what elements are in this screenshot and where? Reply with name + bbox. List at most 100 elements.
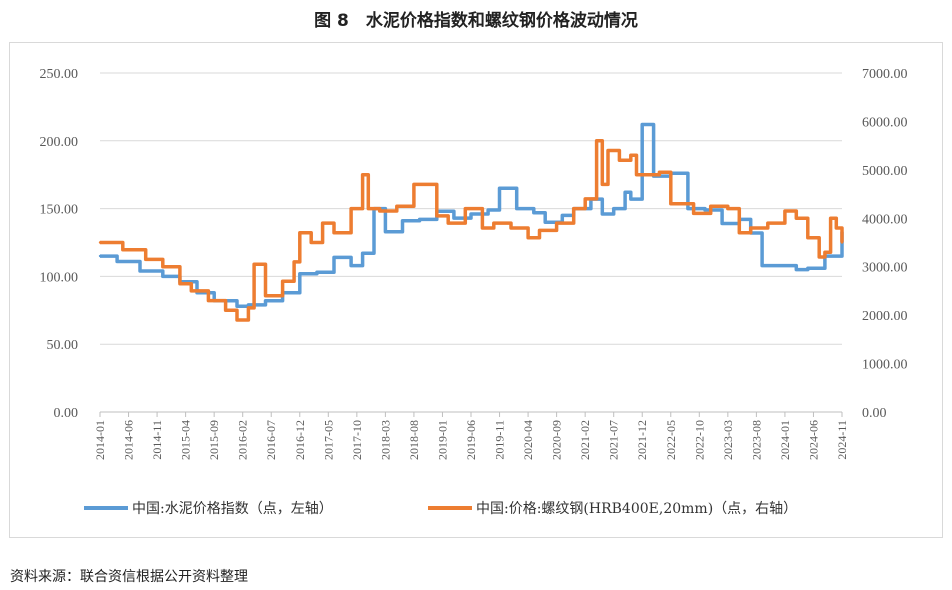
x-axis-tick-label: 2021-02 — [578, 420, 592, 460]
x-axis-tick-label: 2023-08 — [749, 420, 763, 460]
data-point — [115, 260, 119, 263]
data-point — [264, 294, 267, 297]
data-point — [349, 207, 353, 210]
data-point — [469, 212, 473, 216]
legend: 中国:水泥价格指数（点，左轴） 中国:价格:螺纹钢(HRB400E,20mm)（… — [84, 501, 797, 517]
left-axis-tick-label: 100.00 — [40, 270, 79, 285]
data-point — [806, 236, 809, 239]
data-point — [726, 207, 730, 210]
data-point — [601, 183, 604, 186]
x-axis-tick-label: 2021-07 — [607, 420, 621, 460]
data-point — [349, 264, 353, 267]
data-point — [378, 209, 381, 213]
x-axis-tick-label: 2019-06 — [464, 420, 478, 460]
data-point — [829, 217, 832, 220]
data-point — [606, 149, 610, 152]
data-point — [464, 207, 467, 210]
series-line-steel — [100, 139, 844, 322]
right-axis-tick-label: 6000.00 — [862, 115, 908, 130]
x-axis-tick-label: 2017-05 — [321, 420, 335, 460]
data-point — [138, 269, 142, 273]
data-point — [247, 303, 250, 307]
data-point — [384, 230, 387, 233]
data-point — [281, 280, 284, 283]
data-point — [823, 250, 827, 254]
data-point — [424, 183, 427, 186]
legend-label-cement: 中国:水泥价格指数（点，左轴） — [132, 501, 333, 517]
data-point — [161, 275, 164, 278]
data-point — [629, 197, 633, 201]
chart-title: 图 8 水泥价格指数和螺纹钢价格波动情况 — [314, 11, 638, 31]
x-axis-tick-label: 2024-01 — [778, 420, 792, 460]
right-axis-tick-label: 1000.00 — [862, 358, 908, 373]
data-point — [247, 306, 250, 310]
data-point — [623, 191, 627, 194]
data-point — [635, 173, 638, 176]
data-point — [612, 207, 615, 210]
x-axis-tick-label: 2014-06 — [122, 420, 136, 460]
data-point — [435, 214, 438, 218]
x-axis-tick-label: 2016-07 — [264, 420, 278, 460]
x-axis-tick-label: 2022-10 — [692, 420, 706, 460]
source-note: 资料来源：联合资信根据公开资料整理 — [10, 569, 248, 585]
x-axis-tick-label: 2019-11 — [493, 420, 507, 460]
x-axis-tick-label: 2015-04 — [179, 420, 193, 460]
data-point — [806, 267, 809, 270]
left-axis-tick-label: 50.00 — [47, 338, 79, 353]
x-axis-tick-label: 2015-09 — [207, 420, 221, 460]
data-point — [629, 154, 633, 157]
data-point — [526, 236, 530, 239]
data-point — [224, 309, 227, 312]
data-point — [332, 231, 336, 235]
x-axis-tick-label: 2016-12 — [293, 420, 307, 460]
data-point — [190, 289, 193, 293]
data-point — [401, 219, 404, 223]
data-point — [446, 221, 450, 225]
data-point — [561, 214, 564, 217]
data-point — [144, 258, 147, 261]
data-point — [709, 204, 712, 208]
data-point — [298, 231, 301, 235]
right-axis-tick-label: 2000.00 — [862, 309, 908, 324]
data-point — [749, 226, 752, 230]
x-axis-tick-label: 2020-09 — [550, 420, 564, 460]
x-axis-tick-label: 2024-06 — [806, 420, 820, 460]
x-axis-tick-label: 2016-02 — [236, 420, 250, 460]
data-point — [601, 212, 604, 216]
data-point — [361, 252, 364, 255]
data-point — [817, 255, 821, 259]
data-point — [686, 207, 690, 210]
data-point — [481, 226, 484, 230]
data-point — [264, 299, 267, 303]
right-axis-tick-label: 5000.00 — [862, 164, 908, 179]
data-point — [98, 241, 102, 244]
data-point — [583, 197, 587, 201]
data-point — [367, 207, 370, 210]
data-point — [840, 241, 844, 244]
data-point — [515, 207, 518, 210]
data-point — [498, 187, 501, 190]
chart-frame — [9, 42, 943, 538]
data-point — [658, 171, 661, 174]
data-point — [486, 208, 490, 212]
data-point — [315, 271, 319, 274]
data-point — [766, 221, 769, 225]
x-axis-tick-label: 2019-01 — [435, 420, 449, 460]
chart-svg: 250.00 200.00 150.00 100.00 50.00 0.00 7000.0… — [40, 67, 908, 517]
data-point — [98, 254, 102, 258]
data-point — [361, 173, 364, 176]
legend-label-steel: 中国:价格:螺纹钢(HRB400E,20mm)（点，右轴） — [476, 501, 797, 517]
right-axis-tick-label: 4000.00 — [862, 212, 908, 227]
left-axis-tick-label: 0.00 — [54, 406, 79, 421]
data-point — [509, 226, 513, 230]
data-point — [532, 211, 535, 214]
data-point — [252, 263, 256, 266]
right-axis-tick-label: 7000.00 — [862, 67, 908, 82]
right-axis-tick-label: 3000.00 — [862, 261, 908, 276]
data-point — [703, 208, 707, 212]
data-point — [298, 272, 301, 275]
data-point — [720, 222, 724, 225]
data-point — [207, 299, 210, 302]
x-axis-tick-label: 2020-04 — [521, 420, 535, 460]
data-point — [235, 318, 239, 322]
